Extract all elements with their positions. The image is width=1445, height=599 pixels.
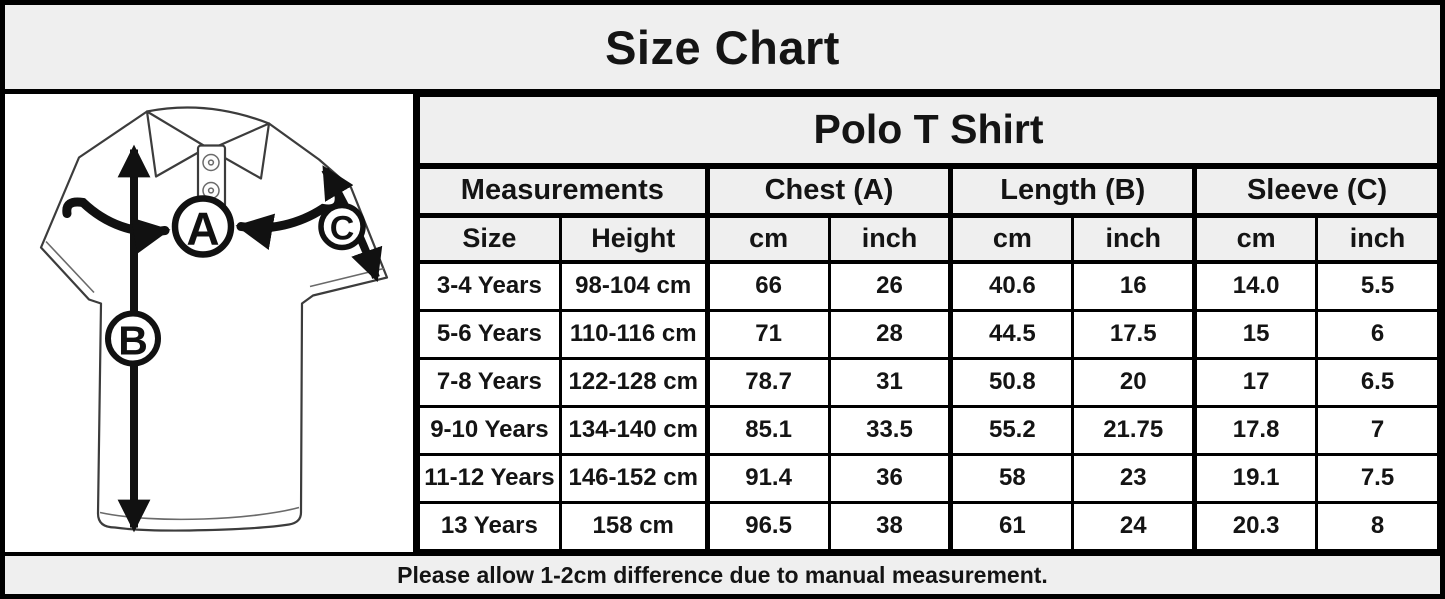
height-cell: 158 cm [558, 500, 709, 553]
height-cell: 146-152 cm [558, 452, 709, 504]
col-sleeve-inch: inch [1315, 214, 1440, 264]
sleeve-inch-cell: 6.5 [1315, 356, 1440, 408]
table-row: 9-10 Years 134-140 cm 85.1 33.5 55.2 21.… [417, 404, 1440, 456]
col-group-sleeve: Sleeve (C) [1192, 164, 1440, 218]
size-cell: 3-4 Years [417, 260, 562, 312]
chest-label: A [186, 203, 219, 255]
table-row: 7-8 Years 122-128 cm 78.7 31 50.8 20 17 … [417, 356, 1440, 408]
sleeve-inch-cell: 7.5 [1315, 452, 1440, 504]
group-header-row: Measurements Chest (A) Length (B) Sleeve… [417, 164, 1440, 218]
height-cell: 110-116 cm [558, 308, 709, 360]
length-inch-cell: 17.5 [1071, 308, 1197, 360]
table-row: 11-12 Years 146-152 cm 91.4 36 58 23 19.… [417, 452, 1440, 504]
height-cell: 122-128 cm [558, 356, 709, 408]
sleeve-label: C [330, 210, 355, 248]
chest-inch-cell: 36 [827, 452, 953, 504]
length-label: B [118, 318, 148, 364]
sleeve-inch-cell: 7 [1315, 404, 1440, 456]
sleeve-inch-cell: 8 [1315, 500, 1440, 553]
length-inch-cell: 21.75 [1071, 404, 1197, 456]
col-group-measurements: Measurements [417, 164, 709, 218]
sleeve-cm-cell: 20.3 [1192, 500, 1319, 553]
footer-note-bar: Please allow 1-2cm difference due to man… [5, 552, 1440, 594]
chest-cm-cell: 85.1 [704, 404, 831, 456]
sub-header-row: Size Height cm inch cm inch cm inch [417, 214, 1440, 264]
col-group-length: Length (B) [948, 164, 1197, 218]
label-badge-a: A [171, 195, 235, 258]
measurement-diagram-panel: A B C [5, 94, 417, 552]
content-area: A B C [5, 94, 1440, 553]
table-row: 13 Years 158 cm 96.5 38 61 24 20.3 8 [417, 500, 1440, 553]
col-sleeve-cm: cm [1192, 214, 1319, 264]
table-row: 5-6 Years 110-116 cm 71 28 44.5 17.5 15 … [417, 308, 1440, 360]
label-badge-b: B [105, 310, 161, 367]
col-chest-cm: cm [704, 214, 831, 264]
measurement-disclaimer: Please allow 1-2cm difference due to man… [397, 561, 1048, 588]
col-length-inch: inch [1071, 214, 1197, 264]
length-inch-cell: 20 [1071, 356, 1197, 408]
size-cell: 9-10 Years [417, 404, 562, 456]
length-inch-cell: 16 [1071, 260, 1197, 312]
page-title: Size Chart [605, 20, 840, 74]
product-title: Polo T Shirt [417, 94, 1440, 169]
length-cm-cell: 61 [948, 500, 1075, 553]
chest-cm-cell: 71 [704, 308, 831, 360]
chest-cm-cell: 66 [704, 260, 831, 312]
col-size: Size [417, 214, 562, 264]
size-table: Polo T Shirt Measurements Chest (A) Leng… [417, 94, 1440, 553]
length-cm-cell: 50.8 [948, 356, 1075, 408]
height-cell: 134-140 cm [558, 404, 709, 456]
size-cell: 13 Years [417, 500, 562, 553]
sleeve-cm-cell: 19.1 [1192, 452, 1319, 504]
size-cell: 7-8 Years [417, 356, 562, 408]
chest-inch-cell: 28 [827, 308, 953, 360]
label-badge-c: C [318, 202, 366, 251]
length-inch-cell: 23 [1071, 452, 1197, 504]
length-cm-cell: 55.2 [948, 404, 1075, 456]
button-icon [202, 153, 220, 200]
chest-inch-cell: 38 [827, 500, 953, 553]
chest-inch-cell: 31 [827, 356, 953, 408]
sleeve-cm-cell: 17 [1192, 356, 1319, 408]
product-header-row: Polo T Shirt [417, 94, 1440, 169]
table-row: 3-4 Years 98-104 cm 66 26 40.6 16 14.0 5… [417, 260, 1440, 312]
sleeve-cm-cell: 14.0 [1192, 260, 1319, 312]
col-height: Height [558, 214, 709, 264]
col-length-cm: cm [948, 214, 1075, 264]
size-cell: 5-6 Years [417, 308, 562, 360]
length-inch-cell: 24 [1071, 500, 1197, 553]
col-chest-inch: inch [827, 214, 953, 264]
chest-cm-cell: 91.4 [704, 452, 831, 504]
sleeve-cm-cell: 17.8 [1192, 404, 1319, 456]
chest-cm-cell: 96.5 [704, 500, 831, 553]
title-bar: Size Chart [5, 5, 1440, 94]
sleeve-cm-cell: 15 [1192, 308, 1319, 360]
col-group-chest: Chest (A) [704, 164, 953, 218]
size-table-panel: Polo T Shirt Measurements Chest (A) Leng… [417, 94, 1440, 553]
length-cm-cell: 44.5 [948, 308, 1075, 360]
length-cm-cell: 40.6 [948, 260, 1075, 312]
chest-cm-cell: 78.7 [704, 356, 831, 408]
chest-inch-cell: 33.5 [827, 404, 953, 456]
sleeve-inch-cell: 6 [1315, 308, 1440, 360]
length-cm-cell: 58 [948, 452, 1075, 504]
height-cell: 98-104 cm [558, 260, 709, 312]
sleeve-inch-cell: 5.5 [1315, 260, 1440, 312]
size-cell: 11-12 Years [417, 452, 562, 504]
chest-inch-cell: 26 [827, 260, 953, 312]
polo-shirt-diagram: A B C [39, 106, 389, 533]
